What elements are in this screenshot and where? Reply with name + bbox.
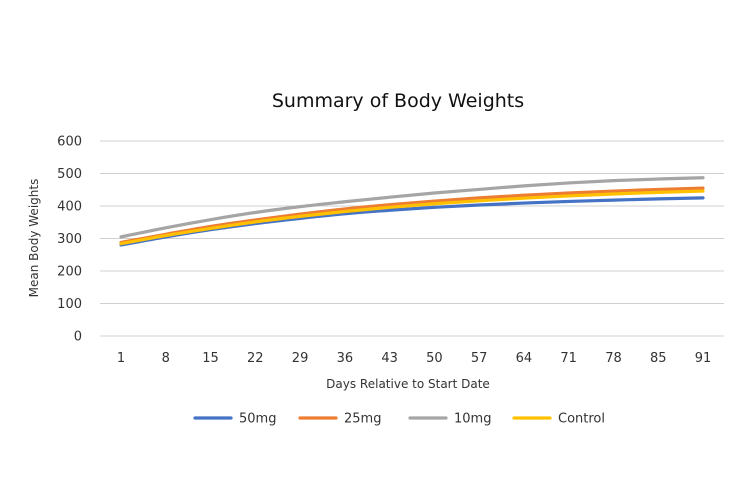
x-tick-label: 91 [695,351,712,366]
x-tick-label: 71 [560,351,577,366]
x-tick-label: 22 [247,351,264,366]
x-tick-label: 8 [162,351,170,366]
x-tick-label: 36 [337,351,354,366]
series-lines [119,176,705,247]
y-tick-label: 400 [57,200,82,215]
y-axis-ticks: 0 100 200 300 400 500 600 [57,135,82,345]
legend: 50mg 25mg 10mg Control [193,412,605,427]
x-tick-label: 29 [292,351,309,366]
legend-label-50mg: 50mg [239,412,276,427]
x-tick-label: 1 [117,351,125,366]
grid-lines [100,140,724,337]
x-tick-label: 78 [605,351,622,366]
x-axis-ticks: 1 8 15 22 29 36 43 50 57 64 71 78 85 91 [117,351,711,366]
y-tick-label: 0 [74,330,82,345]
legend-label-25mg: 25mg [344,412,381,427]
y-tick-label: 300 [57,232,82,247]
x-tick-label: 15 [202,351,219,366]
y-axis-label: Mean Body Weights [27,179,41,298]
legend-label-control: Control [558,412,605,427]
series-line-control [119,189,705,246]
y-tick-label: 600 [57,135,82,150]
x-tick-label: 85 [650,351,667,366]
x-tick-label: 43 [381,351,398,366]
series-line-25mg [119,186,705,244]
x-tick-label: 50 [426,351,443,366]
x-tick-label: 64 [516,351,533,366]
x-tick-label: 57 [471,351,488,366]
y-tick-label: 100 [57,297,82,312]
chart-title: Summary of Body Weights [272,90,524,112]
x-axis-label: Days Relative to Start Date [326,377,490,391]
y-tick-label: 500 [57,167,82,182]
series-line-10mg [119,176,705,239]
legend-label-10mg: 10mg [454,412,491,427]
y-tick-label: 200 [57,265,82,280]
